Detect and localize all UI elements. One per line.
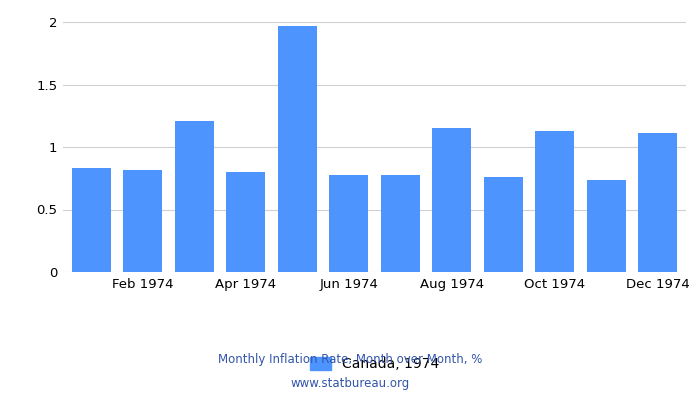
Bar: [330, 174, 368, 272]
Bar: [175, 121, 214, 272]
Bar: [536, 131, 574, 272]
Legend: Canada, 1974: Canada, 1974: [304, 352, 444, 377]
Bar: [638, 133, 677, 272]
Bar: [227, 172, 265, 272]
Bar: [381, 174, 419, 272]
Bar: [72, 168, 111, 272]
Text: Monthly Inflation Rate, Month over Month, %: Monthly Inflation Rate, Month over Month…: [218, 354, 482, 366]
Text: www.statbureau.org: www.statbureau.org: [290, 378, 410, 390]
Bar: [123, 170, 162, 272]
Bar: [587, 180, 626, 272]
Bar: [484, 177, 522, 272]
Bar: [278, 26, 316, 272]
Bar: [433, 128, 471, 272]
